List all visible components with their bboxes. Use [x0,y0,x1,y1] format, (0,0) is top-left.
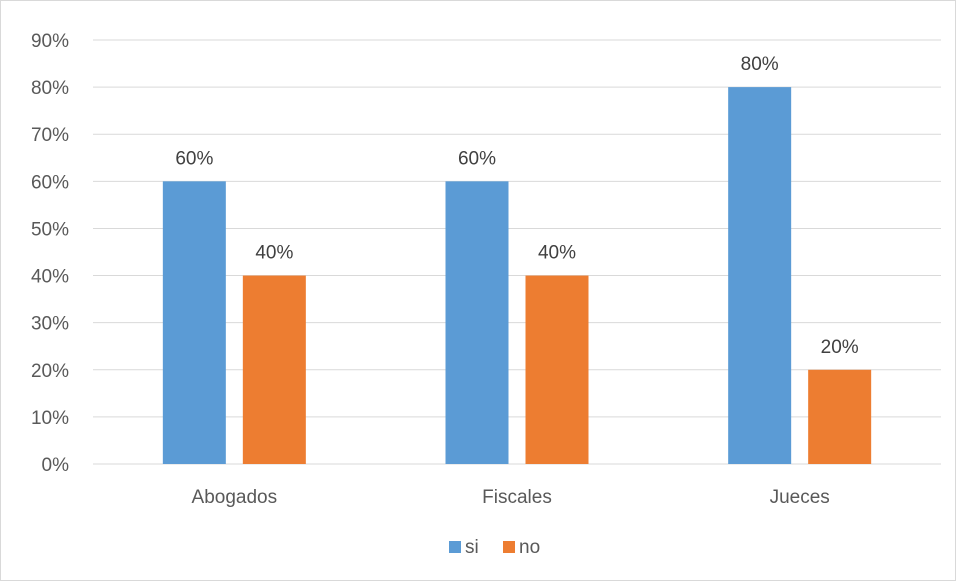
y-tick-label: 60% [31,172,69,193]
data-label-si-jueces: 80% [741,54,779,75]
bar-si-abogados [162,181,226,465]
bars [162,87,872,465]
x-axis-category-labels: Abogados Fiscales Jueces [192,487,830,508]
legend-label-si: si [465,537,479,558]
y-tick-label: 20% [31,361,69,382]
gridlines [93,39,941,465]
bar-si-fiscales [445,181,509,465]
y-tick-label: 10% [31,408,69,429]
y-axis-tick-labels: 0% 10% 20% 30% 40% 50% 60% 70% 80% 90% [31,31,69,476]
bar-no-fiscales [525,275,589,464]
data-labels: 60% 40% 60% 40% 80% 20% [175,54,858,358]
x-category-label: Fiscales [482,487,552,508]
data-label-no-fiscales: 40% [538,243,576,264]
bar-no-abogados [242,275,306,464]
legend-swatch-no [503,541,515,553]
x-category-label: Abogados [192,487,278,508]
y-tick-label: 70% [31,125,69,146]
y-tick-label: 50% [31,219,69,240]
y-tick-label: 80% [31,78,69,99]
legend-label-no: no [519,537,540,558]
bar-no-jueces [808,369,872,464]
y-tick-label: 90% [31,31,69,52]
y-tick-label: 0% [42,455,70,476]
data-label-no-jueces: 20% [821,337,859,358]
legend: si no [449,537,540,558]
bar-si-jueces [728,87,792,464]
y-tick-label: 40% [31,267,69,288]
data-label-si-fiscales: 60% [458,148,496,169]
y-tick-label: 30% [31,314,69,335]
data-label-no-abogados: 40% [255,243,293,264]
data-label-si-abogados: 60% [175,148,213,169]
x-category-label: Jueces [770,487,830,508]
legend-swatch-si [449,541,461,553]
